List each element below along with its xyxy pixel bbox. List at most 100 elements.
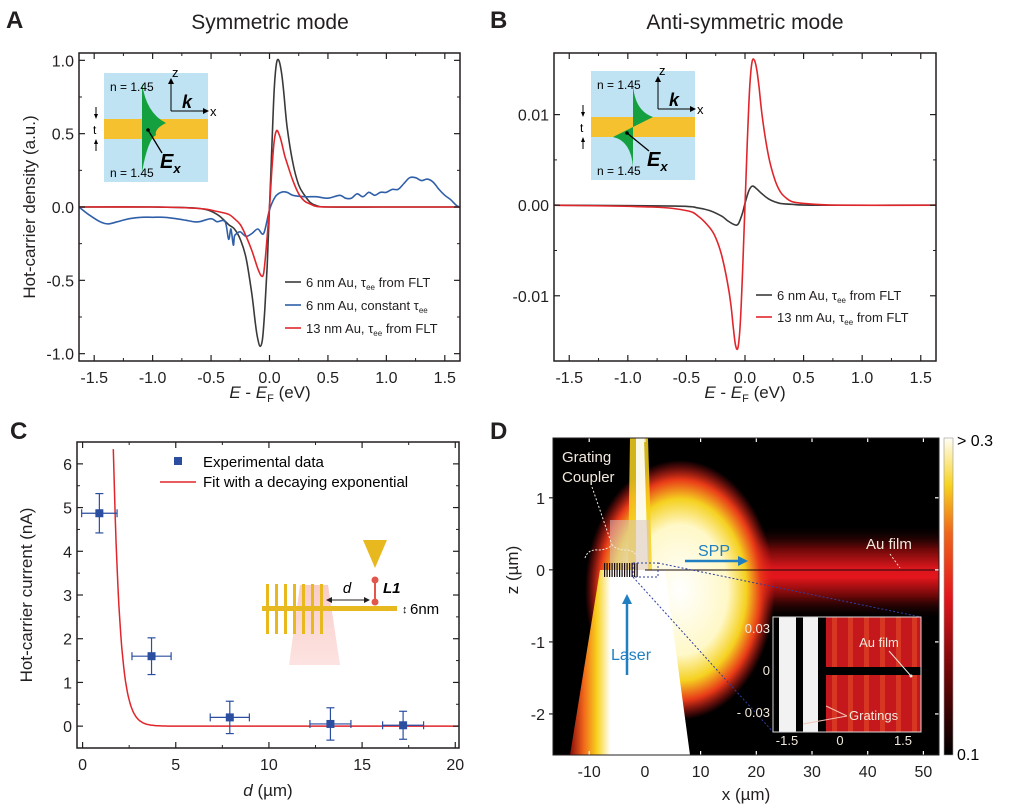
x-tick-label: -10	[578, 764, 601, 781]
y-tick-label: 0	[63, 719, 72, 736]
data-point-3	[309, 707, 352, 741]
grating-tooth	[616, 563, 618, 577]
y-tick-label: 1	[63, 675, 72, 692]
grating-tooth	[634, 563, 636, 577]
panel-a-legend: 6 nm Au, τee from FLT 6 nm Au, constant τ…	[285, 275, 438, 338]
field-pointer	[147, 129, 163, 154]
z-arrow-icon	[655, 76, 661, 82]
data-marker	[399, 721, 408, 730]
panel-b-legend: 6 nm Au, τee from FLT 13 nm Au, τee from …	[756, 288, 909, 327]
zoom-line-top	[657, 562, 922, 618]
legend-label-0: 6 nm Au, τee from FLT	[777, 288, 901, 305]
x-tick-label: 1.5	[910, 370, 932, 387]
grating-tooth	[626, 563, 628, 577]
inset-t-label: t	[93, 123, 97, 137]
panel-c-plot-area	[81, 449, 459, 741]
inset-y-tick-label: 0	[763, 663, 770, 678]
panel-label-a: A	[6, 7, 23, 34]
inset-x-tick-label: -1.5	[776, 733, 798, 748]
y-tick-label: 6	[63, 457, 72, 474]
y-tick-label: -1.0	[46, 347, 74, 364]
inset-n-bottom: n = 1.45	[110, 166, 154, 180]
y-tick-label: -1	[531, 635, 545, 652]
y-tick-label: 4	[63, 544, 72, 561]
grating-tooth	[624, 563, 626, 577]
panel-b-frame	[553, 52, 937, 362]
y-tick-label: -2	[531, 707, 545, 724]
panel-b-mode-inset: n = 1.45 n = 1.45 z x k t Ex	[580, 63, 704, 180]
thickness-arrowhead-bottom	[94, 139, 98, 144]
panel-d-xlabel: x (µm)	[722, 785, 771, 804]
grating-tooth	[604, 563, 606, 577]
inset-gratings-label: Gratings	[849, 708, 899, 723]
y-tick-label: 0.5	[52, 127, 74, 144]
inset-n-bottom: n = 1.45	[597, 164, 641, 178]
x-tick-label: 1.0	[851, 370, 873, 387]
junction-label: L1	[383, 580, 401, 597]
grating-tooth	[611, 563, 613, 577]
inset-grating-2	[803, 617, 818, 732]
panel-c: d L1 ↕ 6nm 0 5 10 15 20 0 1 2 3 4 5 6 d (µm) Hot-ca…	[17, 441, 464, 800]
x-tick-label: 10	[692, 764, 710, 781]
inset-n-top: n = 1.45	[110, 80, 154, 94]
inset-x-label: x	[210, 104, 217, 119]
data-marker	[147, 652, 156, 661]
grating-tooth	[636, 563, 638, 577]
field-pointer-dot	[146, 128, 150, 132]
junction-dot-bottom	[371, 598, 379, 606]
grating-tooth	[621, 563, 623, 577]
inset-x-label: x	[697, 102, 704, 117]
legend-label-2: 13 nm Au, τee from FLT	[306, 321, 438, 338]
junction-dot-top	[371, 576, 379, 584]
inset-grating-gap-3	[818, 617, 826, 732]
grating-tooth	[619, 563, 621, 577]
grating-tooth	[614, 563, 616, 577]
thickness-arrowhead-top	[581, 112, 585, 117]
panel-a-ylabel: Hot-carrier density (a.u.)	[20, 115, 39, 298]
panel-c-xlabel: d (µm)	[243, 781, 292, 800]
x-tick-label: -1.0	[614, 370, 642, 387]
x-tick-label: 0.0	[734, 370, 756, 387]
zoom-line-bottom	[632, 576, 774, 733]
annotation-grating-line2: Coupler	[562, 469, 615, 486]
field-profile-upper	[633, 85, 653, 127]
grating-tooth	[629, 563, 631, 577]
thickness-arrow-icon: ↕	[402, 604, 408, 616]
annotation-grating-line1: Grating	[562, 449, 611, 466]
legend-label-1: 13 nm Au, τee from FLT	[777, 310, 909, 327]
x-tick-label: 0	[78, 757, 87, 774]
panel-c-ticks: 0 5 10 15 20 0 1 2 3 4 5 6	[63, 442, 464, 774]
field-profile-shape	[142, 83, 166, 172]
inset-t-label: t	[580, 121, 584, 135]
colorbar-min-label: 0.1	[957, 747, 979, 764]
laser-core	[620, 570, 690, 755]
inset-ticks: -1.5 0 1.5 0.03 0 - 0.03	[737, 621, 912, 748]
grating-tooth	[631, 563, 633, 577]
panel-b-xlabel: E - EF (eV)	[704, 383, 785, 405]
spp-arrow-head	[738, 556, 748, 566]
grating-coupler-teeth	[604, 563, 638, 577]
inset-n-top: n = 1.45	[597, 78, 641, 92]
panel-d-frame	[552, 437, 940, 756]
series-line-1	[554, 58, 936, 351]
inset-x-tick-label: 1.5	[894, 733, 912, 748]
inset-grating-1	[779, 617, 796, 732]
grating-brace	[584, 544, 638, 559]
panel-d: -10 0 10 20 30 40 50-2-101 Grating Coupler SPP…	[503, 433, 993, 804]
au-film-pointer	[889, 553, 901, 569]
gratings-pointer-1	[802, 715, 848, 725]
data-point-4	[382, 710, 425, 740]
x-tick-label: -0.5	[673, 370, 701, 387]
y-tick-label: 1.0	[52, 53, 74, 70]
annotation-laser: Laser	[611, 647, 652, 664]
laser-beam-shape	[289, 585, 340, 665]
panel-d-zoom-inset: Au film Gratings -1.5 0 1.5 0.03 0 - 0.03	[737, 616, 922, 748]
field-pointer-dot	[625, 131, 629, 135]
probe-tip	[363, 540, 387, 568]
z-arrow-icon	[168, 78, 174, 84]
inset-field-label: Ex	[160, 151, 181, 176]
inset-y-tick-label: 0.03	[745, 621, 770, 636]
panel-b-ticks: -1.5 -1.0 -0.5 0.0 0.5 1.0 1.5 -0.01 0.00 0.01	[513, 53, 936, 387]
field-profile-lower	[613, 127, 633, 167]
series-line-2	[79, 129, 460, 278]
